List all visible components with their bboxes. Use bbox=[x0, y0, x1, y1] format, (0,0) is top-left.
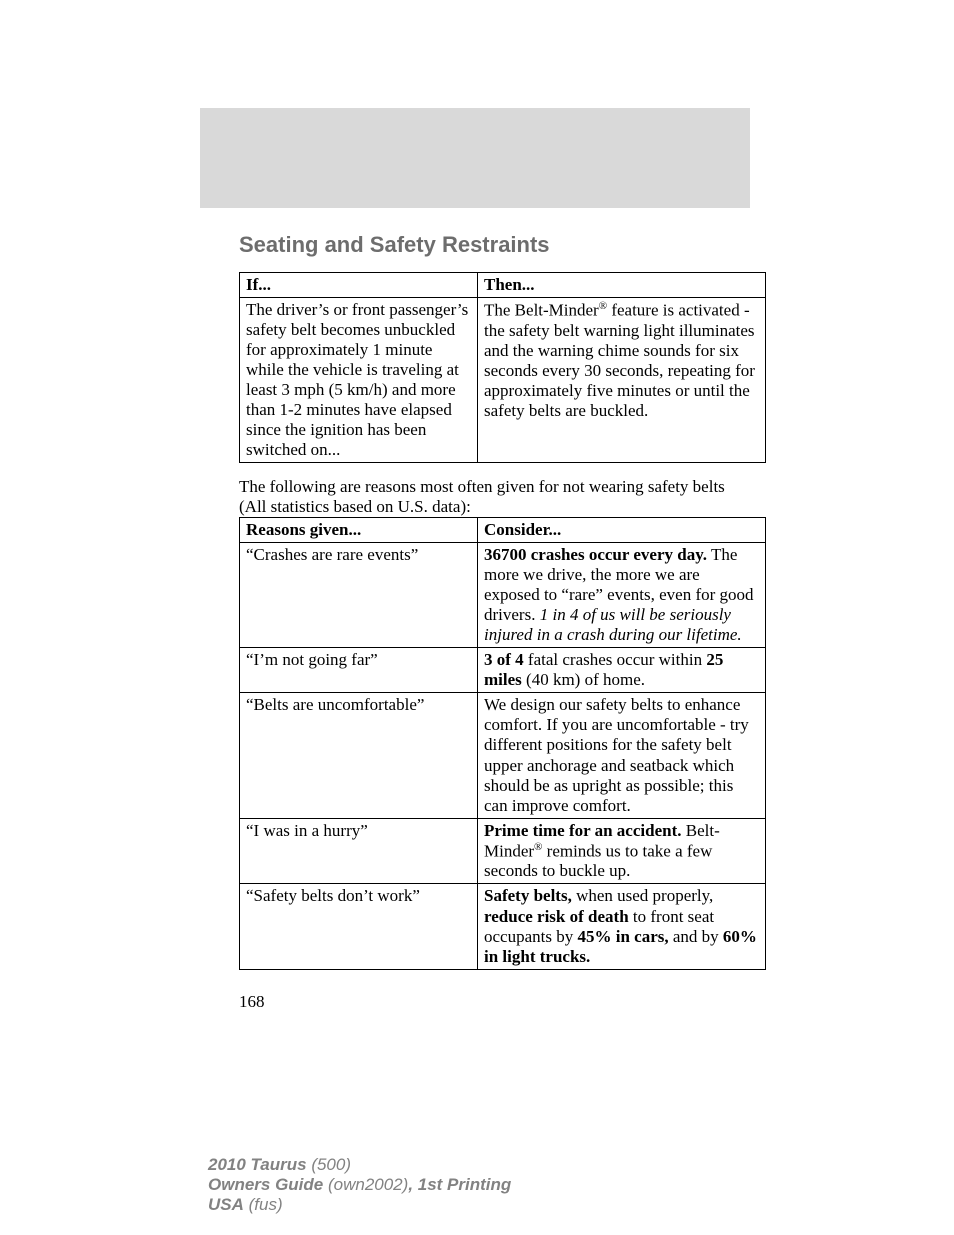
page: Seating and Safety Restraints If... Then… bbox=[0, 0, 954, 1235]
footer-code: (fus) bbox=[244, 1195, 283, 1214]
table-cell: 3 of 4 fatal crashes occur within 25 mil… bbox=[478, 648, 766, 693]
footer-code: (500) bbox=[307, 1155, 351, 1174]
footer-guide: Owners Guide bbox=[208, 1175, 323, 1194]
table-header: If... bbox=[240, 273, 478, 298]
text: (40 km) of home. bbox=[522, 670, 645, 689]
table-header: Reasons given... bbox=[240, 518, 478, 543]
table-cell: Prime time for an accident. Belt-Minder®… bbox=[478, 818, 766, 884]
table-row: If... Then... bbox=[240, 273, 766, 298]
text: 3 of 4 bbox=[484, 650, 524, 669]
text: 36700 crashes occur every day. bbox=[484, 545, 707, 564]
text: Prime time for an accident. bbox=[484, 821, 681, 840]
table-cell: “Belts are uncomfortable” bbox=[240, 693, 478, 818]
table-cell: The Belt-Minder® feature is activated - … bbox=[478, 298, 766, 463]
text: reduce risk of death bbox=[484, 907, 629, 926]
footer: 2010 Taurus (500) Owners Guide (own2002)… bbox=[208, 1155, 511, 1215]
table-row: “Crashes are rare events”36700 crashes o… bbox=[240, 543, 766, 648]
footer-model: 2010 Taurus bbox=[208, 1155, 307, 1174]
if-then-table: If... Then... The driver’s or front pass… bbox=[239, 272, 766, 463]
text: and by bbox=[669, 927, 723, 946]
text: when used properly, bbox=[572, 886, 713, 905]
table-row: “I’m not going far”3 of 4 fatal crashes … bbox=[240, 648, 766, 693]
reasons-table: Reasons given... Consider... “Crashes ar… bbox=[239, 517, 766, 970]
intro-paragraph: The following are reasons most often giv… bbox=[239, 477, 749, 517]
table-cell: “Safety belts don’t work” bbox=[240, 884, 478, 969]
header-grey-bar bbox=[200, 108, 750, 208]
table-cell: “I’m not going far” bbox=[240, 648, 478, 693]
footer-code: (own2002) bbox=[323, 1175, 408, 1194]
table-cell: We design our safety belts to enhance co… bbox=[478, 693, 766, 818]
text: The Belt-Minder bbox=[484, 301, 599, 320]
table-cell: Safety belts, when used properly, reduce… bbox=[478, 884, 766, 969]
table-row: “I was in a hurry”Prime time for an acci… bbox=[240, 818, 766, 884]
text: We design our safety belts to enhance co… bbox=[484, 695, 749, 814]
page-number: 168 bbox=[239, 992, 265, 1012]
table-row: Reasons given... Consider... bbox=[240, 518, 766, 543]
footer-region: USA bbox=[208, 1195, 244, 1214]
table-cell: The driver’s or front passenger’s safety… bbox=[240, 298, 478, 463]
section-heading: Seating and Safety Restraints bbox=[239, 232, 550, 258]
footer-printing: , 1st Printing bbox=[408, 1175, 511, 1194]
table-cell: 36700 crashes occur every day. The more … bbox=[478, 543, 766, 648]
table-cell: “Crashes are rare events” bbox=[240, 543, 478, 648]
table-cell: “I was in a hurry” bbox=[240, 818, 478, 884]
table-row: “Safety belts don’t work”Safety belts, w… bbox=[240, 884, 766, 969]
text: fatal crashes occur within bbox=[524, 650, 707, 669]
table-header: Then... bbox=[478, 273, 766, 298]
table-header: Consider... bbox=[478, 518, 766, 543]
registered-mark: ® bbox=[599, 300, 607, 312]
table-row: “Belts are uncomfortable”We design our s… bbox=[240, 693, 766, 818]
text: 45% in cars, bbox=[577, 927, 668, 946]
table-row: The driver’s or front passenger’s safety… bbox=[240, 298, 766, 463]
text: Safety belts, bbox=[484, 886, 572, 905]
